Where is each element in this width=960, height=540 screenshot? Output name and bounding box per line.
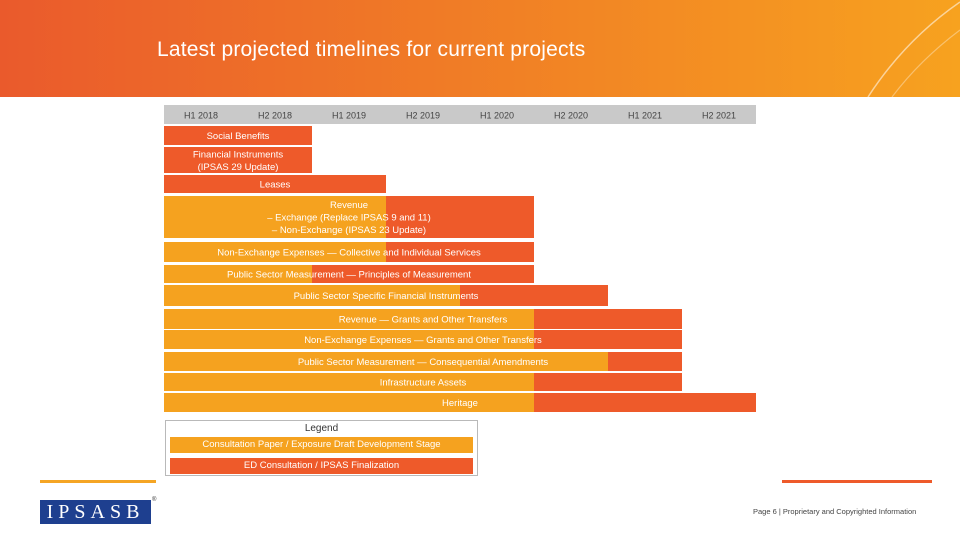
project-label: – Exchange (Replace IPSAS 9 and 11) — [267, 213, 431, 224]
period-label: H1 2021 — [628, 111, 662, 121]
project-bar-segment — [164, 393, 534, 412]
project-label: Public Sector Measurement — Consequentia… — [298, 357, 549, 368]
legend-title: Legend — [304, 423, 339, 434]
project-bar-segment — [460, 285, 608, 306]
project-bar-segment — [164, 242, 386, 262]
footer-accent-line-right — [782, 480, 932, 483]
ipsasb-logo: IPSASB — [40, 500, 151, 524]
project-bar-segment — [164, 373, 534, 391]
period-label: H2 2020 — [554, 111, 588, 121]
project-bar-segment — [164, 126, 312, 145]
page-title: Latest projected timelines for current p… — [157, 38, 586, 61]
project-bar-segment — [386, 196, 534, 238]
project-bar-segment — [164, 175, 386, 193]
project-bar-segment — [164, 309, 534, 329]
project-bar-segment — [164, 147, 312, 173]
project-bar-segment — [534, 330, 682, 349]
legend-item-development-stage: Consultation Paper / Exposure Draft Deve… — [170, 437, 473, 453]
header-banner: Latest projected timelines for current p… — [0, 0, 960, 97]
period-label: H1 2020 — [480, 111, 514, 121]
period-header-band — [164, 105, 756, 124]
project-bar-segment — [164, 265, 312, 283]
project-bar-segment — [534, 309, 682, 329]
project-label: Leases — [260, 180, 291, 191]
project-label: Public Sector Measurement — Principles o… — [227, 270, 471, 281]
project-bar-segment — [608, 352, 682, 371]
project-bar-segment — [534, 393, 756, 412]
project-label: Public Sector Specific Financial Instrum… — [294, 291, 479, 302]
footer-page-info: Page 6 | Proprietary and Copyrighted Inf… — [753, 507, 917, 516]
project-bar-segment — [164, 285, 460, 306]
period-label: H1 2019 — [332, 111, 366, 121]
timeline-chart-svg: H1 2018 H2 2018 H1 2019 H2 2019 H1 2020 H2 20… — [164, 105, 756, 412]
footer-accent-line-left — [40, 480, 156, 483]
project-bar-segment — [312, 265, 534, 283]
project-bar-segment — [534, 373, 682, 391]
period-label: H2 2021 — [702, 111, 736, 121]
header-background — [0, 0, 960, 97]
period-label: H1 2018 — [184, 111, 218, 121]
project-label: Revenue — [330, 200, 368, 211]
period-label: H2 2018 — [258, 111, 292, 121]
project-label: Non-Exchange Expenses — Collective and I… — [217, 248, 481, 259]
project-bar-segment — [386, 242, 534, 262]
project-label: Financial Instruments — [193, 149, 284, 160]
project-label: Heritage — [442, 398, 478, 409]
timeline-chart: H1 2018 H2 2018 H1 2019 H2 2019 H1 2020 H2 20… — [160, 103, 770, 418]
project-label: (IPSAS 29 Update) — [198, 162, 279, 173]
project-label: Social Benefits — [207, 131, 270, 142]
project-label: – Non-Exchange (IPSAS 23 Update) — [272, 225, 426, 236]
registered-mark: ® — [152, 497, 157, 503]
project-label: Infrastructure Assets — [380, 378, 467, 389]
project-label: Revenue — Grants and Other Transfers — [339, 315, 508, 326]
project-bar-segment — [164, 330, 534, 349]
period-label: H2 2019 — [406, 111, 440, 121]
legend: Legend Consultation Paper / Exposure Dra… — [165, 420, 478, 476]
project-bar-segment — [164, 196, 386, 238]
project-label: Non-Exchange Expenses — Grants and Other… — [304, 335, 542, 346]
project-bar-segment — [164, 352, 608, 371]
legend-item-finalization-stage: ED Consultation / IPSAS Finalization — [170, 458, 473, 474]
